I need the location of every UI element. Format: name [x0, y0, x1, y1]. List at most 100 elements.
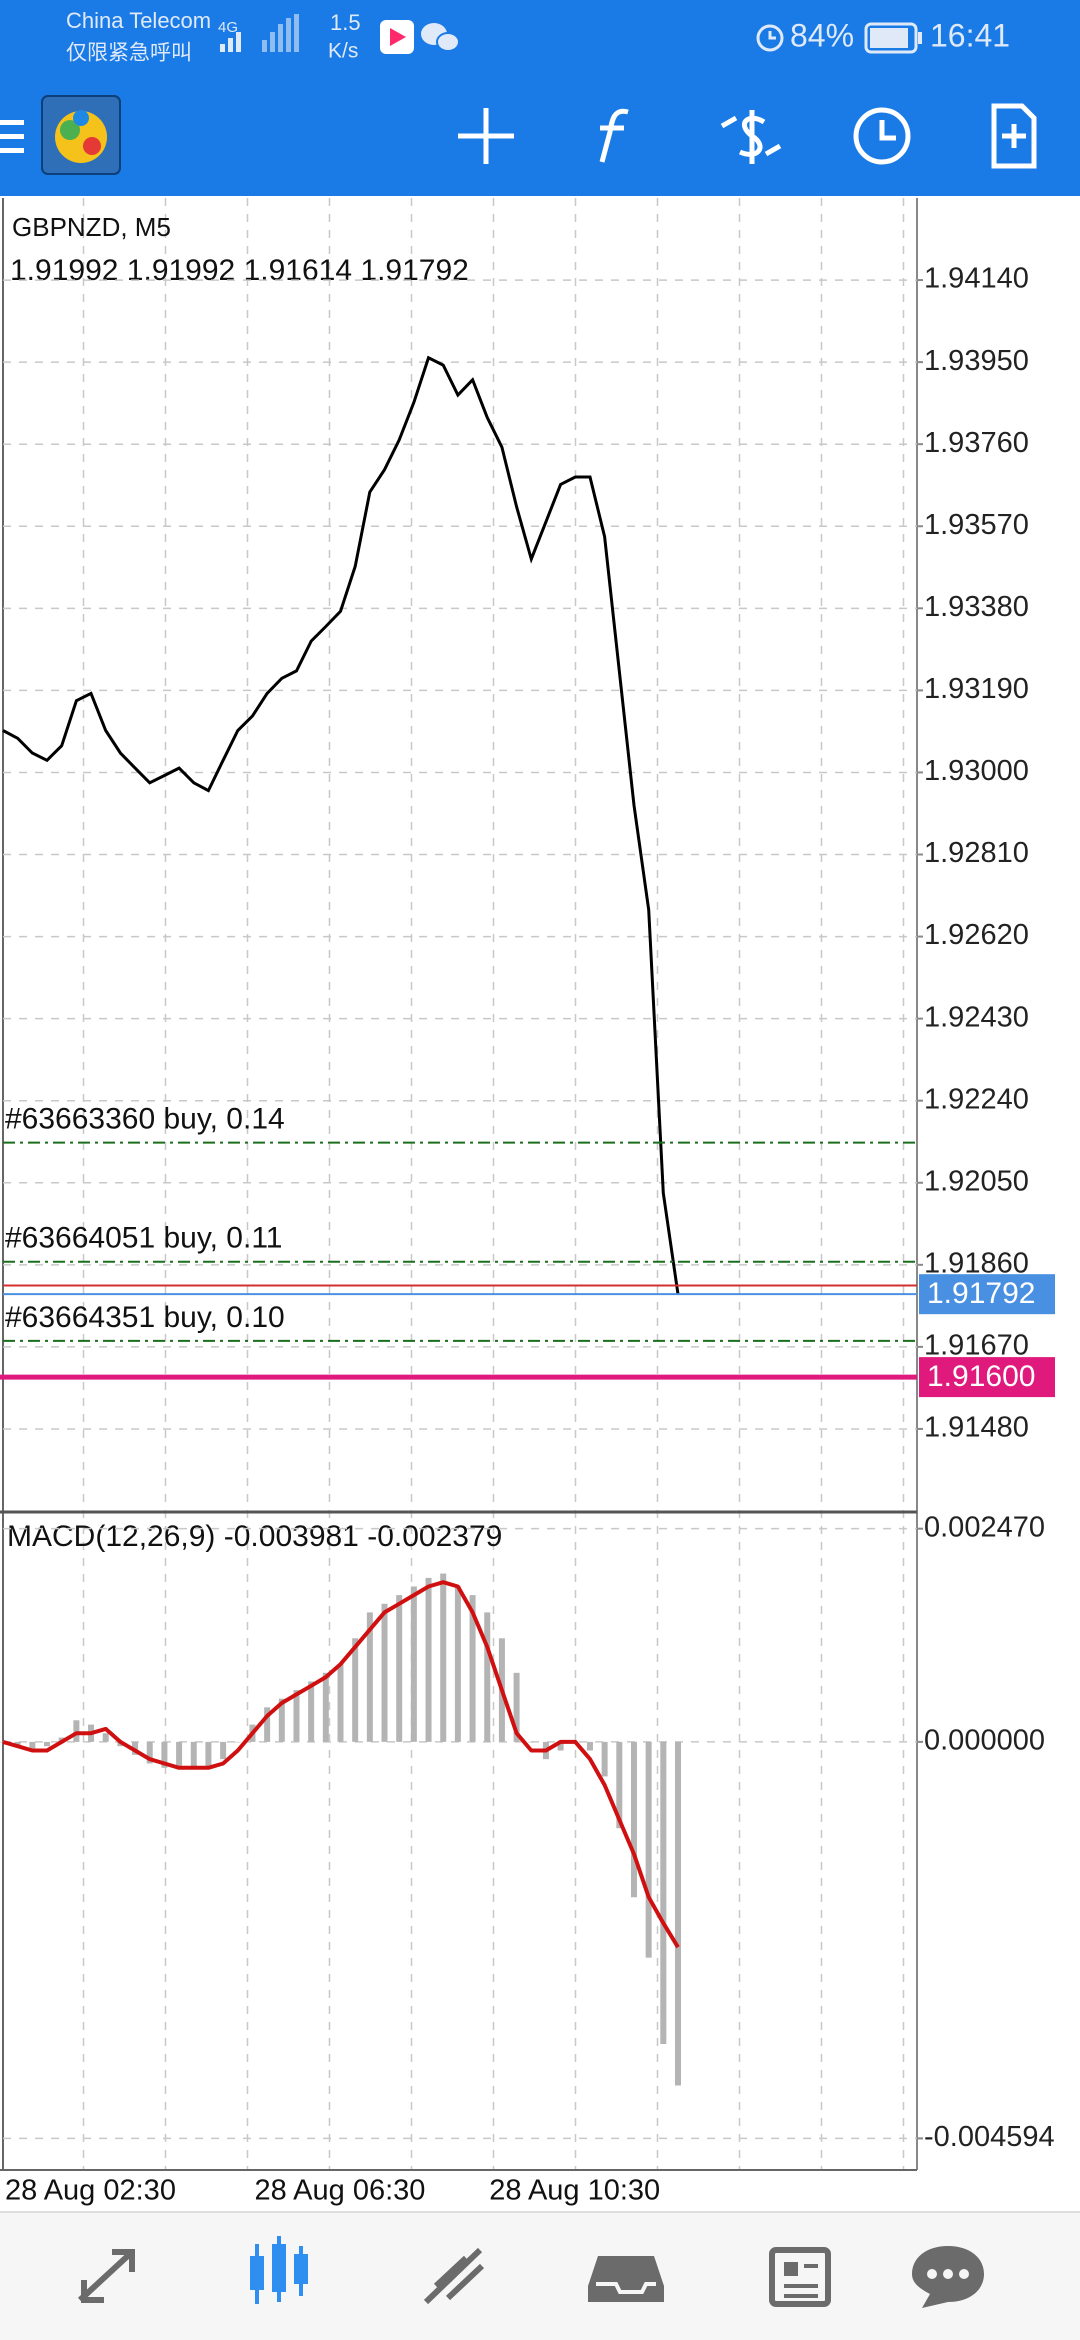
carrier: China Telecom [66, 8, 211, 33]
macd-bar [161, 1741, 168, 1768]
macd-bar [322, 1672, 329, 1742]
emergency-text: 仅限紧急呼叫 [66, 42, 192, 65]
macd-bar [264, 1707, 271, 1742]
y-tick-label: 1.93570 [924, 509, 1029, 541]
y-tick-label: 1.91860 [924, 1247, 1029, 1279]
macd-value: -0.003981 [224, 1520, 359, 1553]
y-tick-label: 1.93950 [924, 345, 1029, 377]
y-tick-label: 0.000000 [924, 1725, 1045, 1757]
wechat-icon [421, 23, 460, 52]
x-tick-label: 28 Aug 10:30 [489, 2175, 660, 2207]
ohlc-high: 1.91992 [127, 254, 235, 287]
macd-bar [190, 1741, 197, 1768]
macd-bar [14, 1741, 21, 1747]
order-label[interactable]: #63664051 buy, 0.11 [5, 1222, 282, 1255]
ohlc-low: 1.91614 [244, 254, 352, 287]
macd-bar [557, 1741, 564, 1751]
macd-bar [176, 1741, 183, 1768]
bottom-nav [0, 2212, 1080, 2340]
macd-bar [616, 1741, 623, 1829]
battery-icon [864, 22, 922, 54]
period-button[interactable] [853, 107, 911, 165]
macd-bar [278, 1698, 285, 1742]
nav-news[interactable] [769, 2247, 831, 2307]
y-tick-label: 1.92050 [924, 1165, 1029, 1197]
x-tick-label: 28 Aug 02:30 [5, 2175, 176, 2207]
price-line [2, 355, 680, 1295]
y-tick-label: 1.92620 [924, 919, 1029, 951]
macd-readout: MACD(12,26,9) -0.003981 -0.002379 [7, 1520, 502, 1553]
macd-bar [528, 1741, 535, 1743]
macd-bar [645, 1741, 652, 1958]
macd-bar [381, 1603, 388, 1742]
macd-bar [293, 1690, 300, 1742]
macd-bar [102, 1733, 109, 1742]
plot: 1.94140 1.93950 1.93760 1.93570 1.93380 1.931… [0, 263, 1055, 2207]
macd-bar [44, 1741, 51, 1747]
trade-button[interactable] [720, 110, 782, 164]
signal-icon [220, 14, 299, 52]
y-tick-label: 1.93380 [924, 591, 1029, 623]
y-tick-label: 1.92430 [924, 1001, 1029, 1033]
order-label[interactable]: #63664351 buy, 0.10 [5, 1301, 285, 1334]
macd-bar [425, 1577, 432, 1742]
macd-bar [630, 1741, 637, 1898]
menu-button[interactable] [0, 120, 24, 153]
nav-trade[interactable] [423, 2247, 485, 2305]
alarm-icon [756, 24, 784, 52]
ohlc-readout: 1.91992 1.91992 1.91614 1.91792 [10, 254, 469, 287]
macd-bar [366, 1612, 373, 1742]
y-tick-label: -0.004594 [924, 2121, 1055, 2153]
crosshair-button[interactable] [458, 108, 514, 164]
macd-bar [234, 1741, 241, 1743]
y-tick-label: 0.002470 [924, 1511, 1045, 1543]
y-tick-label: 1.93000 [924, 755, 1029, 787]
macd-bar [410, 1586, 417, 1742]
indicators-button[interactable] [599, 108, 629, 163]
macd-bar [146, 1741, 153, 1764]
x-tick-label: 28 Aug 06:30 [254, 2175, 425, 2207]
ohlc-close: 1.91792 [360, 254, 468, 287]
macd-bar [601, 1741, 608, 1777]
macd-bar [337, 1664, 344, 1742]
nav-chat[interactable] [912, 2246, 984, 2308]
bid-tag-label: 1.91792 [927, 1277, 1035, 1310]
nav-quotes[interactable] [77, 2249, 135, 2303]
macd-bar [220, 1741, 227, 1760]
signal-line [2, 1580, 680, 1949]
nav-chart[interactable] [250, 2236, 308, 2304]
app-logo[interactable] [41, 95, 121, 175]
y-tick-label: 1.94140 [924, 263, 1029, 295]
order-label[interactable]: #63663360 buy, 0.14 [5, 1103, 285, 1136]
macd-bar [29, 1741, 36, 1751]
net-speed-unit: K/s [328, 40, 358, 63]
y-tick-label: 1.93190 [924, 673, 1029, 705]
macd-bar [352, 1638, 359, 1742]
clock: 16:41 [930, 17, 1010, 53]
macd-bar [308, 1681, 315, 1742]
y-tick-label: 1.91670 [924, 1330, 1029, 1362]
macd-bar [586, 1741, 593, 1751]
macd-bar [484, 1612, 491, 1742]
macd-bar [396, 1595, 403, 1742]
level-tag-label: 1.91600 [927, 1360, 1035, 1393]
signal-value: -0.002379 [367, 1520, 502, 1553]
macd-bar [513, 1672, 520, 1742]
net-speed: 1.5 [330, 10, 361, 35]
macd-bar [205, 1741, 212, 1768]
bid-tag [919, 1274, 1055, 1315]
macd-bar [73, 1720, 80, 1742]
ohlc-open: 1.91992 [10, 254, 118, 287]
nav-history[interactable] [588, 2256, 664, 2302]
y-tick-label: 1.91480 [924, 1412, 1029, 1444]
new-order-button[interactable] [991, 103, 1037, 169]
y-tick-label: 1.92240 [924, 1083, 1029, 1115]
y-tick-label: 1.92810 [924, 837, 1029, 869]
battery-level: 84% [790, 17, 854, 53]
macd-bar [660, 1741, 667, 2044]
app-icon-youku-glyph [390, 28, 406, 46]
macd-bar [454, 1586, 461, 1742]
network-type: 4G [218, 19, 238, 36]
